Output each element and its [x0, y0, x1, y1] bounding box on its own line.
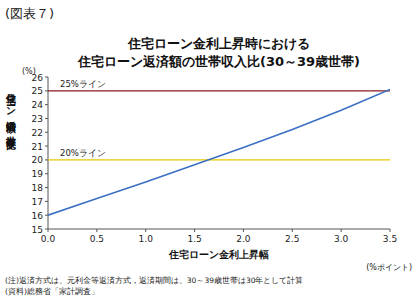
y-tick-label: 19	[32, 169, 44, 179]
chart: (図表７) 住宅ローン金利上昇時における住宅ローン返済額の世帯収入比(30～39歳…	[0, 0, 417, 303]
x-tick-label: 3.0	[334, 234, 349, 244]
x-label: 住宅ローン金利上昇幅	[168, 249, 269, 260]
y-tick-label: 24	[32, 100, 44, 110]
x-tick	[292, 229, 293, 232]
x-tick-label: 2.5	[285, 234, 299, 244]
y-tick-label: 21	[32, 142, 43, 152]
y-tick-label: 22	[32, 128, 43, 138]
y-tick-label: 20	[32, 155, 44, 165]
y-tick	[45, 187, 48, 188]
x-tick-label: 2.0	[236, 234, 251, 244]
x-tick-label: 1.5	[187, 234, 201, 244]
y-tick	[45, 104, 48, 105]
x-tick	[341, 229, 342, 232]
y-tick-label: 23	[32, 114, 43, 124]
data-line	[48, 89, 390, 215]
x-tick	[145, 229, 146, 232]
subtitle: 住宅ローン返済額の世帯収入比(30～39歳世帯)	[77, 54, 360, 69]
figure-label: (図表７)	[5, 6, 54, 21]
y-tick	[45, 201, 48, 202]
y-tick	[45, 215, 48, 216]
x-axis	[48, 229, 390, 230]
y-tick-label: 17	[32, 197, 43, 207]
reference-label: 20%ライン	[60, 148, 106, 158]
note: (資料)総務省「家計調査」	[5, 287, 99, 296]
y-tick-label: 26	[32, 73, 44, 83]
note: (注)返済方式は、元利金等返済方式，返済期間は、30～39歳世帯は30年として計…	[5, 276, 303, 285]
y-tick-label: 16	[32, 211, 44, 221]
x-tick-label: 0.5	[90, 234, 104, 244]
title: 住宅ローン金利上昇時における	[127, 36, 310, 51]
x-tick-label: 0.0	[41, 234, 56, 244]
y-tick	[45, 159, 48, 160]
y-label: 住宅ローン返済額の世帯年収比	[5, 86, 17, 151]
y-tick	[45, 90, 48, 91]
y-axis	[48, 77, 49, 229]
y-tick	[45, 77, 48, 78]
x-tick	[390, 229, 391, 232]
reference-line	[48, 90, 390, 91]
y-tick-label: 18	[32, 183, 44, 193]
x-tick-label: 1.0	[139, 234, 154, 244]
reference-label: 25%ライン	[60, 79, 106, 89]
x-tick	[48, 229, 49, 232]
y-tick-label: 25	[32, 86, 43, 96]
y-tick	[45, 173, 48, 174]
y-tick	[45, 118, 48, 119]
y-tick-label: 15	[32, 225, 43, 235]
x-tick-label: 3.5	[383, 234, 397, 244]
x-tick	[194, 229, 195, 232]
x-tick	[243, 229, 244, 232]
reference-line	[48, 159, 390, 160]
plot-area	[48, 89, 390, 215]
x-unit: (%ポイント)	[366, 263, 412, 272]
y-tick	[45, 146, 48, 147]
x-tick	[96, 229, 97, 232]
y-tick	[45, 132, 48, 133]
